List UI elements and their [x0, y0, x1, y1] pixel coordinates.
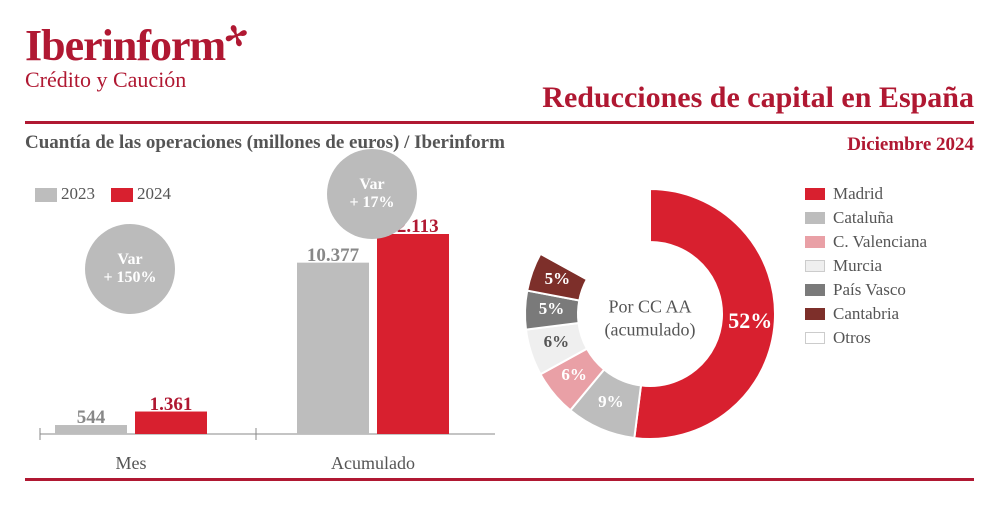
var-value-acum: + 17%	[327, 194, 417, 212]
var-value-mes: + 150%	[85, 269, 175, 287]
legend-2024: 2024	[111, 184, 171, 204]
legend-item-pa-s-vasco: País Vasco	[805, 280, 965, 300]
bar-legend: 2023 2024	[35, 184, 171, 204]
legend-text: Cantabria	[833, 304, 899, 324]
legend-item-c-valenciana: C. Valenciana	[805, 232, 965, 252]
donut-chart: Por CC AA (acumulado) 52%9%6%6%5%5%	[505, 164, 795, 474]
donut-center-label: Por CC AA (acumulado)	[605, 296, 696, 343]
legend-swatch	[805, 212, 825, 224]
legend-text: C. Valenciana	[833, 232, 927, 252]
subtitle: Cuantía de las operaciones (millones de …	[25, 132, 974, 154]
donut-center-line1: Por CC AA	[605, 296, 696, 319]
bar-acum-2024	[377, 234, 449, 434]
axis-label-acum: Acumulado	[297, 453, 449, 474]
legend-text: Madrid	[833, 184, 883, 204]
donut-legend: Madrid Cataluña C. Valenciana Murcia País Va…	[795, 164, 965, 474]
page-title: Reducciones de capital en España	[542, 81, 974, 115]
date-label: Diciembre 2024	[847, 134, 974, 156]
brand-logo: Iberinform✢ Crédito y Caución	[25, 20, 248, 93]
legend-swatch	[805, 284, 825, 296]
variation-bubble-mes: Var+ 150%	[85, 224, 175, 314]
legend-item-cantabria: Cantabria	[805, 304, 965, 324]
legend-box-2023	[35, 188, 57, 202]
legend-2023: 2023	[35, 184, 95, 204]
top-rule	[25, 121, 974, 124]
variation-bubble-acum: Var+ 17%	[327, 149, 417, 239]
legend-label-2024: 2024	[137, 184, 171, 203]
donut-center-line2: (acumulado)	[605, 319, 696, 342]
bar-value-acum-2023: 10.377	[291, 245, 375, 267]
legend-swatch	[805, 188, 825, 200]
legend-item-otros: Otros	[805, 328, 965, 348]
legend-box-2024	[111, 188, 133, 202]
legend-text: Cataluña	[833, 208, 893, 228]
var-word: Var	[327, 176, 417, 194]
content: 2023 2024 5441.361Mes10.37712.113Acumula…	[25, 164, 974, 474]
legend-text: Murcia	[833, 256, 882, 276]
legend-swatch	[805, 260, 825, 272]
bar-value-mes-2023: 544	[49, 407, 133, 429]
legend-item-catalu-a: Cataluña	[805, 208, 965, 228]
legend-swatch	[805, 308, 825, 320]
legend-item-madrid: Madrid	[805, 184, 965, 204]
legend-label-2023: 2023	[61, 184, 95, 203]
bottom-rule	[25, 478, 974, 481]
legend-swatch	[805, 332, 825, 344]
var-word: Var	[85, 251, 175, 269]
bar-value-mes-2024: 1.361	[129, 394, 213, 416]
legend-item-murcia: Murcia	[805, 256, 965, 276]
brand-name-text: Iberinform	[25, 21, 225, 70]
legend-swatch	[805, 236, 825, 248]
legend-text: País Vasco	[833, 280, 906, 300]
legend-text: Otros	[833, 328, 871, 348]
axis-label-mes: Mes	[55, 453, 207, 474]
header: Iberinform✢ Crédito y Caución Reduccione…	[25, 20, 974, 115]
brand-name: Iberinform✢	[25, 20, 248, 71]
bar-chart: 2023 2024 5441.361Mes10.37712.113Acumula…	[25, 164, 505, 474]
bar-acum-2023	[297, 263, 369, 434]
